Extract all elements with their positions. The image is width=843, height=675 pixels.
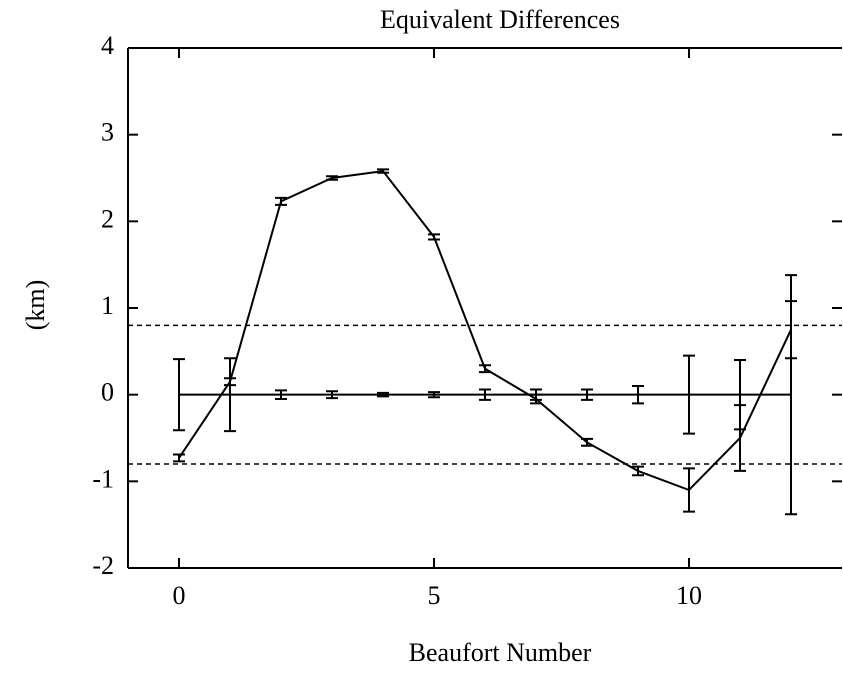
error-bar — [275, 389, 287, 400]
x-tick-label: 5 — [428, 581, 441, 610]
y-tick-label: 0 — [101, 378, 114, 407]
error-bar — [275, 196, 287, 206]
series-line — [178, 169, 792, 492]
y-axis-label: (km) — [21, 280, 50, 331]
error-bar — [173, 358, 185, 432]
error-bar — [581, 388, 593, 401]
error-bar — [734, 359, 746, 431]
error-bar — [632, 385, 644, 405]
error-bar — [326, 390, 338, 400]
y-tick-label: 2 — [101, 204, 114, 233]
error-bar — [428, 233, 440, 241]
error-bar — [530, 388, 542, 401]
y-tick-label: -1 — [92, 464, 114, 493]
error-bar — [377, 391, 389, 398]
error-bar — [377, 168, 389, 174]
error-bar — [479, 364, 491, 374]
error-bar — [224, 357, 236, 433]
error-bar — [683, 467, 695, 513]
y-tick-label: 4 — [101, 31, 114, 60]
error-bar — [632, 465, 644, 477]
y-tick-label: 3 — [101, 118, 114, 147]
error-bar — [785, 274, 797, 516]
error-bar — [683, 354, 695, 435]
x-tick-label: 10 — [676, 581, 702, 610]
error-bar — [479, 388, 491, 401]
error-bar — [173, 453, 185, 463]
error-bar — [428, 391, 440, 399]
error-bar — [581, 437, 593, 447]
chart-title: Equivalent Differences — [380, 5, 620, 34]
y-tick-label: -2 — [92, 551, 114, 580]
x-axis-label: Beaufort Number — [409, 638, 592, 667]
x-tick-label: 0 — [173, 581, 186, 610]
y-tick-label: 1 — [101, 291, 114, 320]
error-bar — [326, 175, 338, 181]
